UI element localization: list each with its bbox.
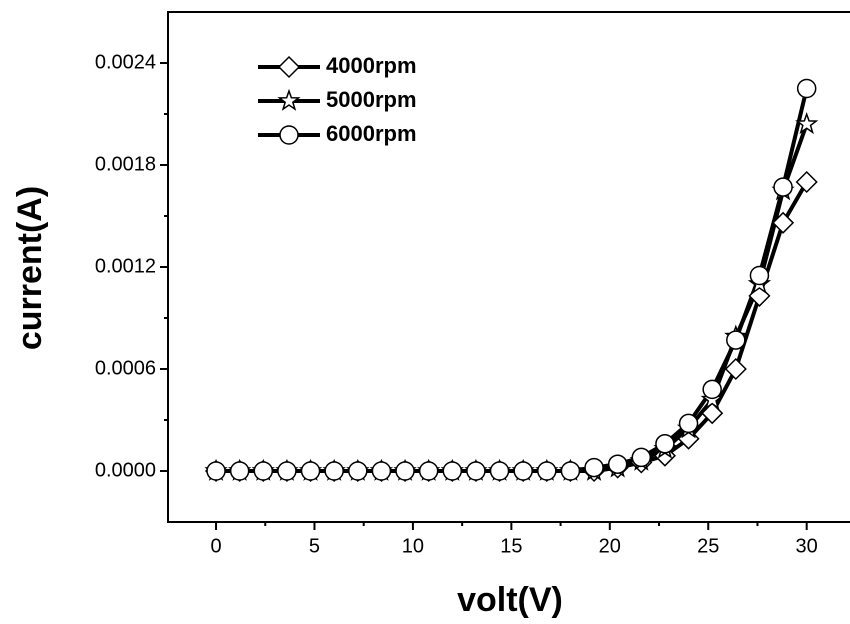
series-line xyxy=(216,123,809,473)
marker xyxy=(537,461,557,481)
marker xyxy=(348,461,368,481)
marker xyxy=(655,434,675,454)
marker xyxy=(371,461,392,481)
marker xyxy=(607,454,628,474)
marker xyxy=(513,461,533,481)
marker xyxy=(253,461,274,481)
marker xyxy=(466,461,486,481)
marker xyxy=(702,379,722,400)
x-tick-label: 25 xyxy=(697,535,719,557)
marker xyxy=(796,78,817,99)
marker xyxy=(773,177,793,197)
y-tick-label: 0.0018 xyxy=(95,153,156,175)
marker xyxy=(795,170,818,194)
series-line xyxy=(216,180,809,473)
legend-label: 6000rpm xyxy=(326,121,417,146)
marker xyxy=(795,111,819,135)
marker xyxy=(584,457,604,478)
marker xyxy=(229,461,250,481)
marker xyxy=(560,461,581,481)
marker xyxy=(277,461,297,481)
x-tick-label: 0 xyxy=(210,535,221,557)
x-tick-label: 10 xyxy=(402,535,424,557)
marker xyxy=(279,125,299,145)
marker xyxy=(277,88,301,111)
legend-label: 5000rpm xyxy=(326,87,417,112)
marker xyxy=(724,357,747,381)
marker xyxy=(631,447,652,468)
marker xyxy=(300,461,321,481)
y-tick-label: 0.0024 xyxy=(95,51,156,73)
marker xyxy=(324,461,344,481)
x-axis-title: volt(V) xyxy=(457,581,563,619)
marker xyxy=(771,211,795,234)
marker xyxy=(489,461,510,481)
marker xyxy=(678,413,699,434)
y-tick-label: 0.0006 xyxy=(95,357,156,379)
marker xyxy=(277,55,301,79)
marker xyxy=(395,461,415,481)
y-axis-title: current(A) xyxy=(11,186,49,350)
axis-frame xyxy=(167,11,850,523)
marker xyxy=(726,330,746,350)
marker xyxy=(442,461,463,481)
x-tick-label: 20 xyxy=(599,535,621,557)
x-tick-label: 15 xyxy=(500,535,522,557)
y-tick-label: 0.0012 xyxy=(95,255,156,277)
legend-label: 4000rpm xyxy=(326,53,417,78)
marker xyxy=(749,265,770,286)
x-tick-label: 30 xyxy=(796,535,818,557)
marker xyxy=(701,402,724,425)
x-tick-label: 5 xyxy=(309,535,320,557)
y-tick-label: 0.0000 xyxy=(95,459,156,481)
marker xyxy=(418,461,439,481)
marker xyxy=(206,461,226,481)
